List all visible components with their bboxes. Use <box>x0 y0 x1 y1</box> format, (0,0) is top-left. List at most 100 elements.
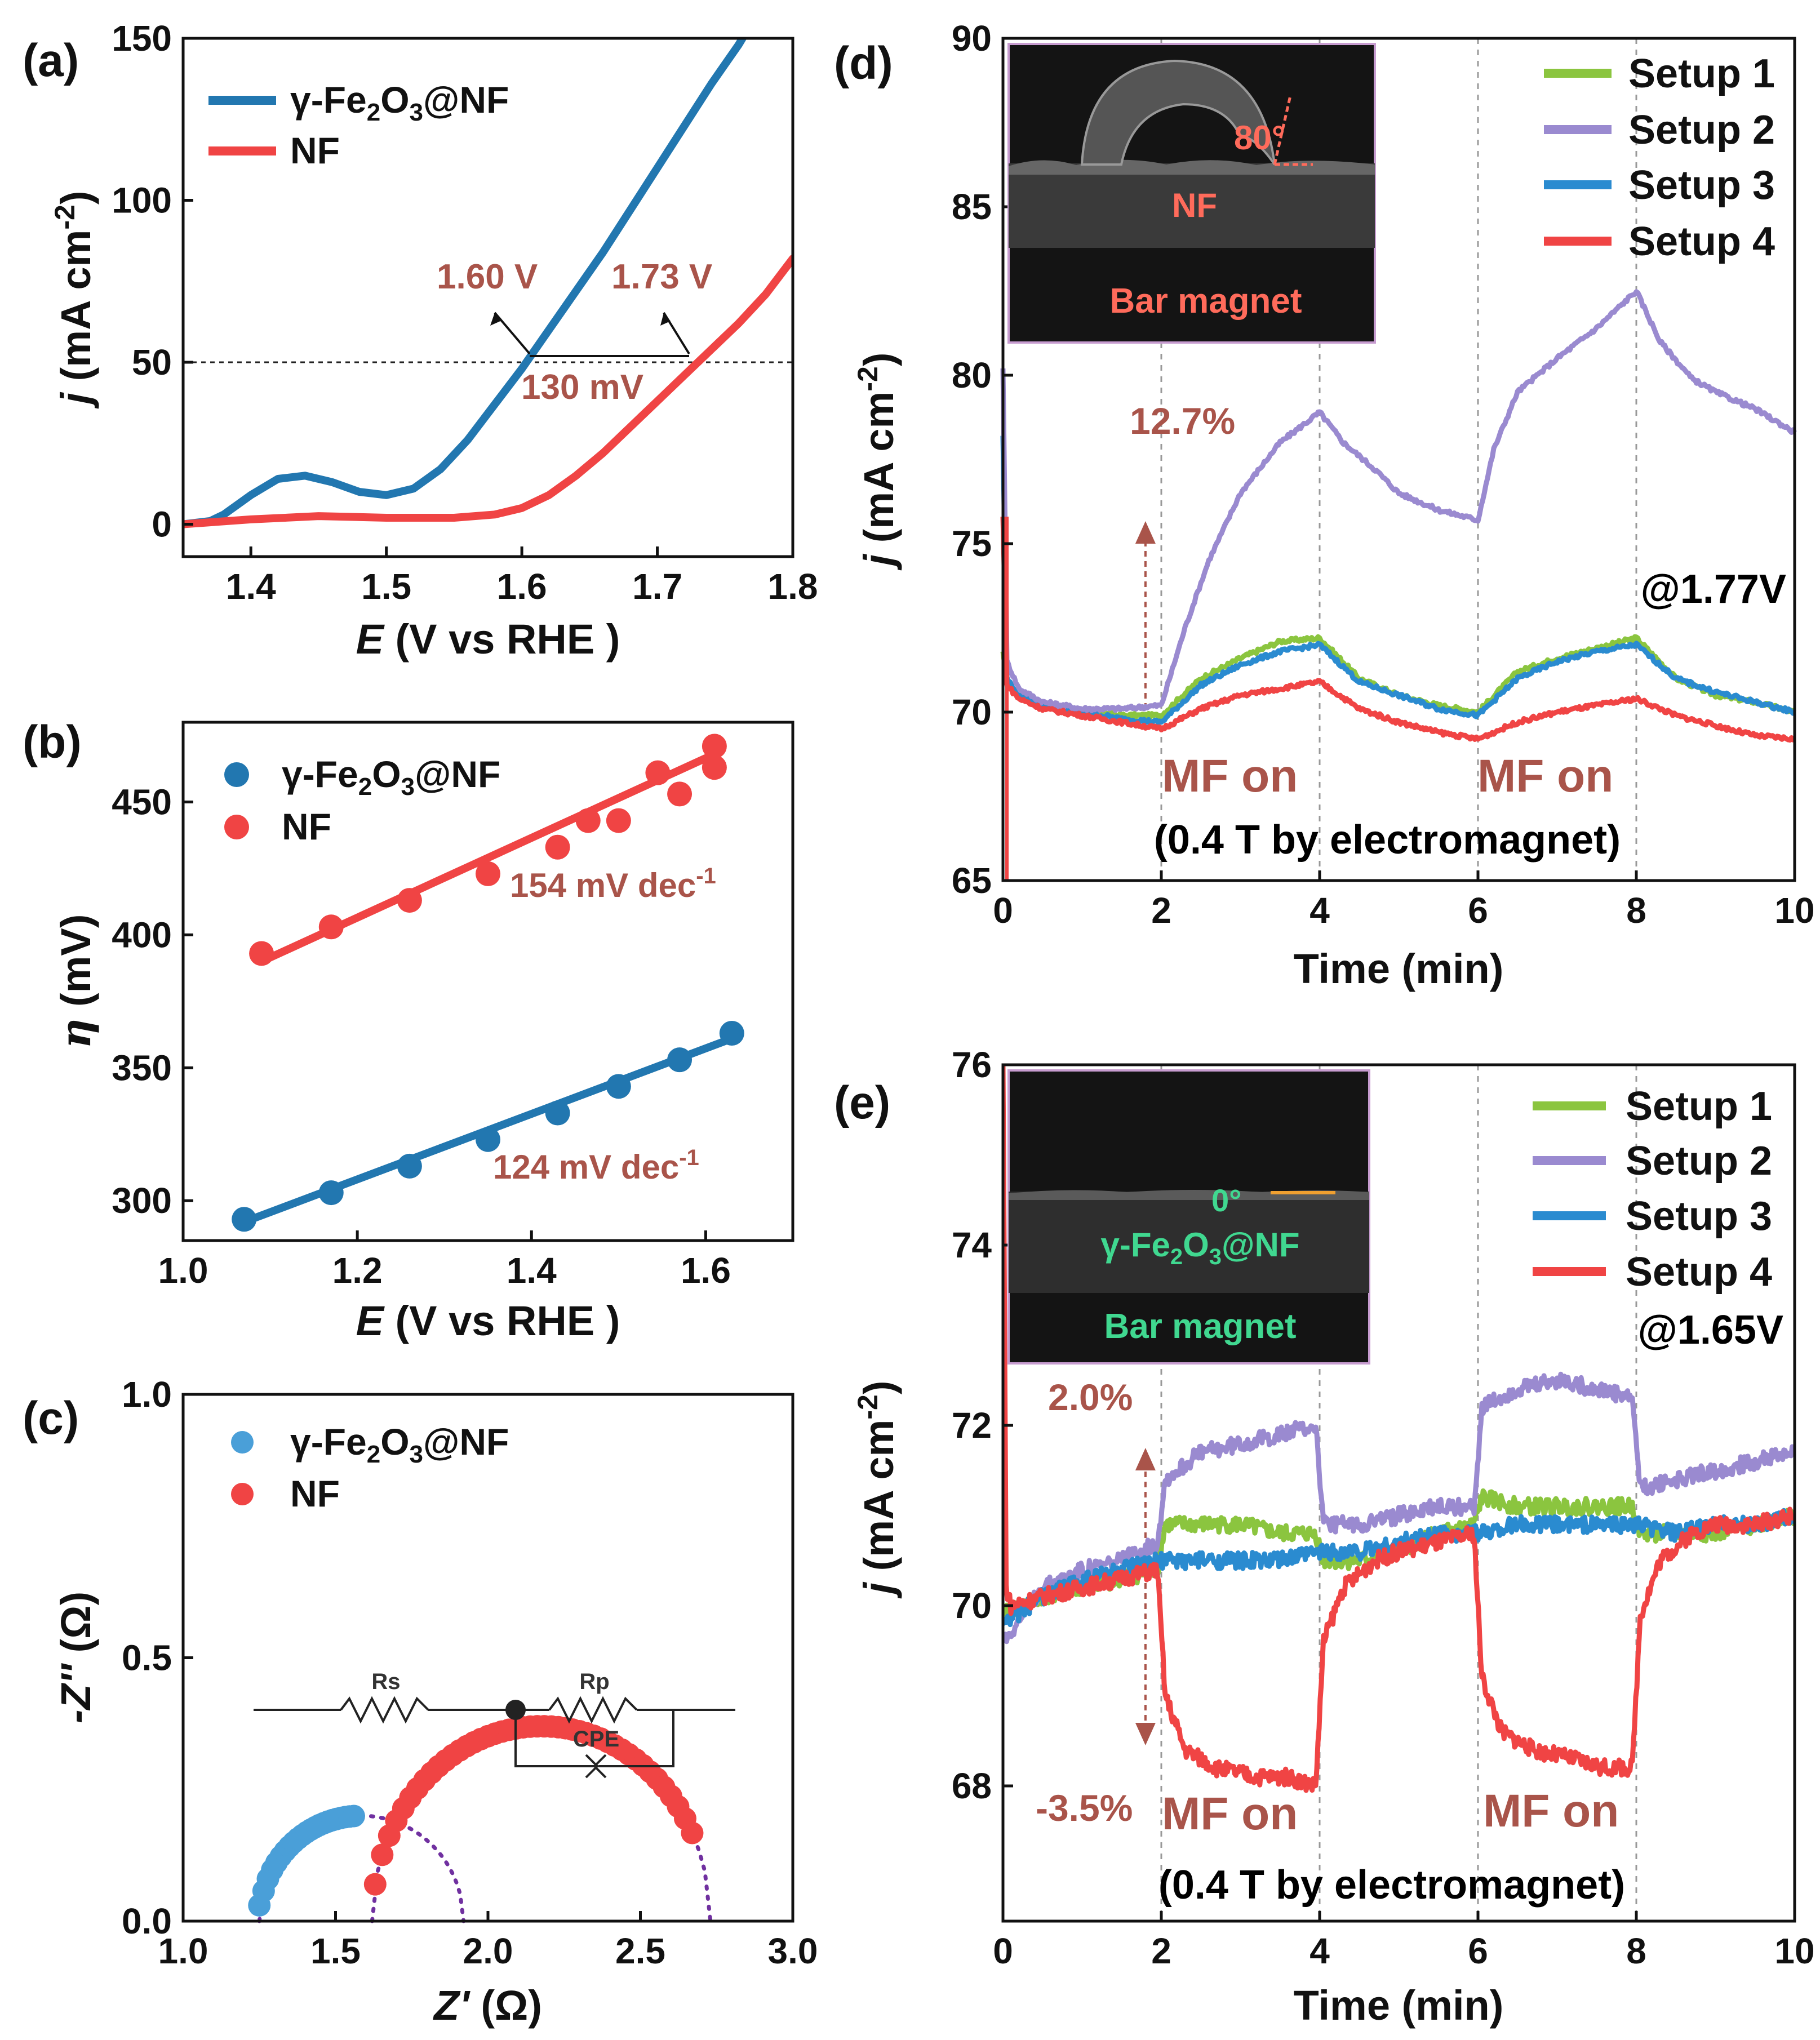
circuit-label-rs: Rs <box>371 1669 400 1694</box>
panel-c-frame <box>181 1393 794 1923</box>
panel-b-legend-marker-fe <box>224 762 249 787</box>
legend-b-fe-sub2: 3 <box>401 773 415 801</box>
slope-nf-exp: -1 <box>696 864 716 888</box>
panel-b-series-1-point <box>545 1100 570 1126</box>
panel-b-series-2-point <box>606 808 631 833</box>
panel-e-series-2-line <box>1003 1371 1795 1645</box>
panel-e-series-3-line <box>1003 1508 1795 1628</box>
panel-b-legend-marker-nf <box>224 815 249 839</box>
panel-e-series-4-line <box>1003 1065 1795 1793</box>
panel-c-ytick-label: 0.0 <box>122 1901 172 1941</box>
panel-c-xlabel-symbol: Z' <box>433 1982 470 2029</box>
panel-c-series-1-point <box>342 1805 365 1828</box>
panel-d-ytick-label: 80 <box>952 355 992 395</box>
panel-a-label: (a) <box>23 35 79 86</box>
panel-b-xlabel: E (V vs RHE ) <box>356 1297 620 1344</box>
panel-e-percent-arrowhead-up <box>1135 1448 1156 1470</box>
panel-b-xlabel-unit: (V vs RHE ) <box>384 1297 620 1344</box>
panel-d-xtick-label: 10 <box>1774 890 1814 931</box>
panel-d-legend: Setup 1 Setup 2 Setup 3 Setup 4 <box>1544 51 1775 264</box>
panel-a-xlabel: E (V vs RHE ) <box>356 616 620 663</box>
circuit-label-rp: Rp <box>579 1669 609 1694</box>
panel-d-xtick-label: 0 <box>993 890 1013 931</box>
panel-d-legend-2: Setup 2 <box>1628 108 1775 153</box>
panel-e-legend-4: Setup 4 <box>1626 1250 1772 1295</box>
panel-a-xlabel-unit: (V vs RHE ) <box>384 616 620 663</box>
slope-nf-text: 154 mV dec <box>510 866 696 904</box>
panel-e-percent-down: -3.5% <box>1036 1787 1133 1829</box>
panel-d-series-2-line <box>1000 289 1797 713</box>
panel-d-legend-4: Setup 4 <box>1628 219 1775 264</box>
panel-e-xtick-label: 10 <box>1774 1931 1814 1971</box>
panel-c-xlabel-unit: (Ω) <box>469 1982 542 2029</box>
panel-a-xtick-label: 1.6 <box>497 566 547 607</box>
panel-e-xtick-label: 6 <box>1468 1931 1488 1971</box>
panel-e-ylabel-close: ) <box>855 1381 902 1395</box>
panel-b-series-1-point <box>232 1207 257 1232</box>
panel-c-series-2-point <box>371 1843 394 1866</box>
panel-b-series-2-point <box>397 888 422 913</box>
panel-d-mf-on-2: MF on <box>1477 750 1613 802</box>
panel-b-legend-nf: NF <box>282 806 331 847</box>
panel-b-series-2-point <box>575 808 601 833</box>
panel-e-field-note: (0.4 T by electromagnet) <box>1158 1863 1625 1908</box>
panel-a-legend-fe: γ-Fe2O3@NF <box>290 79 509 126</box>
panel-d-inset-foam-edge <box>1009 159 1375 175</box>
panel-b-xtick-label: 1.0 <box>158 1250 208 1291</box>
panel-d-inset: 80° NF Bar magnet <box>1007 43 1376 344</box>
panel-a-ytick-label: 0 <box>152 504 172 545</box>
panel-b-series-2-point <box>249 941 274 966</box>
panel-c-legend: γ-Fe2O3@NF NF <box>231 1421 509 1514</box>
panel-c-xtick-label: 3.0 <box>768 1931 818 1971</box>
panel-e-inset: 0° γ-Fe2O3@NF Bar magnet <box>1007 1069 1370 1365</box>
panel-d-ylabel-unit: (mA cm <box>855 392 902 554</box>
panel-d-ytick-label: 65 <box>952 860 992 901</box>
panel-c-xtick-label: 1.0 <box>158 1931 208 1971</box>
panel-a-arrowhead-v1 <box>490 313 500 326</box>
panel-e-xtick-label: 0 <box>993 1931 1013 1971</box>
panel-a: 1.4 1.5 1.6 1.7 1.8 0 50 100 150 (a) E (V vs RHE… <box>23 18 818 663</box>
panel-a-ticks: 1.4 1.5 1.6 1.7 1.8 0 50 100 150 <box>112 18 818 607</box>
circuit-wire-cpe-out <box>598 1710 674 1767</box>
panel-b-slope-nf: 154 mV dec-1 <box>510 864 716 904</box>
panel-e-ytick-label: 70 <box>952 1585 992 1626</box>
panel-a-xtick-label: 1.4 <box>226 566 276 607</box>
panel-d-mf-on-1: MF on <box>1162 750 1298 802</box>
legend-fe-sub2: 3 <box>410 99 423 126</box>
panel-b-plot-area <box>232 734 744 1232</box>
panel-d-xlabel: Time (min) <box>1294 945 1504 992</box>
panel-c-ylabel-symbol: -Z'' <box>52 1663 99 1723</box>
panel-e-legend-2: Setup 2 <box>1626 1139 1772 1184</box>
legend-b-fe-part1: γ-Fe <box>282 753 358 795</box>
panel-c-legend-fe: γ-Fe2O3@NF <box>290 1421 509 1468</box>
panel-c-ylabel-unit: (Ω) <box>52 1592 99 1664</box>
panel-c-xtick-label: 2.5 <box>615 1931 665 1971</box>
panel-a-xtick-label: 1.8 <box>768 566 818 607</box>
panel-d-legend-1: Setup 1 <box>1628 51 1775 96</box>
circuit-wire-cpe-in <box>514 1710 594 1767</box>
panel-d-inset-angle: 80° <box>1234 119 1285 157</box>
panel-b-ylabel: η (mV) <box>52 914 100 1049</box>
panel-a-xlabel-symbol: E <box>356 616 385 663</box>
panel-e-inset-foam <box>1009 1192 1369 1293</box>
circuit-cpe-left <box>585 1754 599 1779</box>
panel-b: 1.0 1.2 1.4 1.6 300 350 400 450 (b) E (V vs RHE… <box>23 717 794 1344</box>
panel-b-series-2-point <box>702 734 727 759</box>
panel-d-ylabel-symbol: j <box>855 553 902 570</box>
panel-d-ylabel: j (mA cm-2) <box>852 353 902 571</box>
equivalent-circuit: Rs Rp CPE <box>254 1669 735 1779</box>
panel-c-series-2-fit-arc <box>370 1724 713 1923</box>
panel-e-ytick-label: 76 <box>952 1045 992 1085</box>
panel-c-ticks: 1.0 1.5 2.0 2.5 3.0 0.0 0.5 1.0 <box>122 1374 818 1971</box>
panel-b-xtick-label: 1.6 <box>681 1250 731 1291</box>
legend-b-fe-part2: O <box>372 753 401 795</box>
panel-b-ytick-label: 300 <box>112 1180 172 1221</box>
panel-a-annot-v2: 1.73 V <box>611 257 712 296</box>
panel-c-ytick-label: 0.5 <box>122 1638 172 1678</box>
legend-fe-part3: @NF <box>423 79 509 121</box>
panel-e-xtick-label: 4 <box>1309 1931 1330 1971</box>
panel-b-series-1-point <box>318 1180 344 1206</box>
panel-d-ylabel-sup: -2 <box>852 366 884 391</box>
panel-a-series-1-line <box>183 38 747 528</box>
